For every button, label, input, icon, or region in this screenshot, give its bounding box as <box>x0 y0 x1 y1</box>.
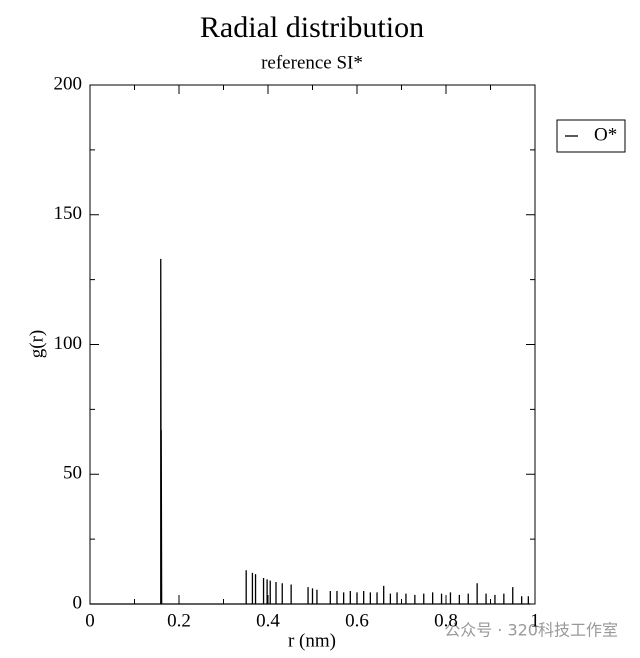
x-tick-label: 1 <box>530 610 540 631</box>
x-tick-label: 0.8 <box>434 610 458 631</box>
watermark: 公众号 · 320科技工作室 <box>444 621 618 640</box>
x-tick-label: 0 <box>85 610 95 631</box>
y-axis-label: g(r) <box>26 330 47 358</box>
x-axis-label: r (nm) <box>288 630 336 651</box>
y-tick-label: 200 <box>54 73 83 94</box>
data-line <box>90 258 531 605</box>
y-tick-label: 100 <box>54 333 83 354</box>
x-tick-label: 0.2 <box>167 610 191 631</box>
y-tick-label: 150 <box>54 203 83 224</box>
plot-frame <box>89 84 536 605</box>
x-tick-label: 0.6 <box>345 610 369 631</box>
chart-title: Radial distribution <box>200 11 424 44</box>
y-tick-label: 50 <box>63 463 82 484</box>
chart-subtitle: reference SI* <box>261 52 363 73</box>
legend-label: O* <box>594 124 617 145</box>
y-tick-label: 0 <box>73 592 83 613</box>
x-tick-label: 0.4 <box>256 610 280 631</box>
